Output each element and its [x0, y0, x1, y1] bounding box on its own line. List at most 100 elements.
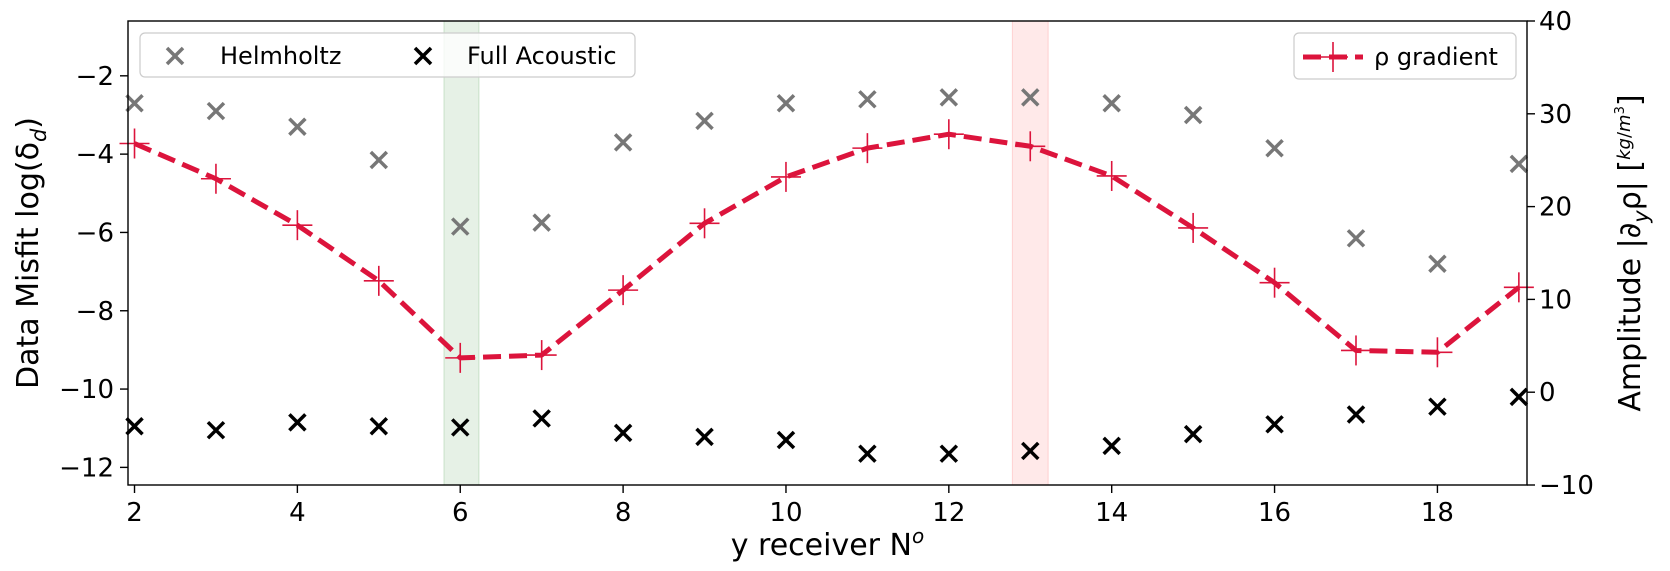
series-2-point-15 — [1340, 335, 1371, 366]
series-0-point-0-stroke-b — [125, 93, 144, 113]
series-1-point-4 — [451, 418, 470, 437]
series-0-point-1 — [206, 101, 226, 121]
x-tick-label-6: 6 — [452, 498, 469, 528]
series-1-point-10-stroke-b — [939, 444, 959, 463]
series-2-point-7 — [689, 208, 720, 239]
series-0-point-14-stroke-b — [1265, 139, 1284, 158]
right-y-tick-label-5: −10 — [1539, 471, 1594, 501]
series-1-point-8-stroke-b — [776, 430, 796, 450]
series-0-point-3-stroke-b — [369, 150, 389, 170]
series-1-point-8 — [776, 430, 796, 450]
series-0-point-2-stroke-b — [288, 117, 307, 136]
x-tick-label-4: 4 — [289, 498, 306, 528]
series-0-point-11-stroke-b — [1021, 88, 1040, 107]
series-1-point-11-stroke-b — [1021, 441, 1040, 461]
series-0-point-2 — [288, 117, 307, 136]
series-0-point-10 — [939, 88, 959, 107]
left-y-tick-label-3: −8 — [76, 297, 114, 327]
series-2-point-13 — [1178, 212, 1209, 243]
series-0-point-15 — [1346, 229, 1366, 248]
series-1-point-0 — [125, 417, 144, 436]
series-0-point-14 — [1265, 139, 1284, 158]
series-0-point-6 — [613, 133, 633, 152]
series-1-point-2 — [288, 413, 307, 432]
left-y-tick-label-5: −12 — [59, 453, 114, 483]
legend-right: ρ gradient — [1293, 32, 1517, 80]
series-1-point-5 — [532, 409, 551, 428]
series-0-point-13-stroke-b — [1183, 105, 1203, 125]
series-1-point-2-stroke-b — [288, 413, 307, 432]
legend-helmholtz-label: Helmholtz — [220, 42, 341, 70]
series-1-point-1-stroke-b — [206, 420, 226, 440]
series-1-point-16-stroke-b — [1428, 397, 1447, 416]
x-tick-label-14: 14 — [1095, 498, 1128, 528]
series-2 — [119, 119, 1534, 373]
series-2-point-10 — [933, 119, 964, 150]
series-0-point-7-stroke-b — [695, 111, 714, 131]
series-2-point-11 — [1015, 131, 1046, 162]
legend-helmholtz-marker-stroke-b — [165, 46, 185, 66]
series-1-point-17-stroke-b — [1509, 387, 1529, 407]
series-1-point-1 — [206, 420, 226, 440]
left-y-tick-label-2: −6 — [76, 218, 114, 248]
legend-full-acoustic-marker-stroke-b — [413, 46, 433, 66]
legend-rho-gradient-label: ρ gradient — [1374, 43, 1498, 71]
series-2-point-4 — [445, 342, 476, 373]
series-0-point-4 — [451, 217, 470, 236]
left-y-tick-label-1: −4 — [76, 140, 114, 170]
series-1-point-3 — [369, 417, 389, 436]
series-2-point-14 — [1259, 267, 1290, 298]
x-axis-label: y receiver No — [731, 524, 924, 563]
series-2-point-17 — [1503, 272, 1534, 303]
x-tick-label-12: 12 — [932, 498, 965, 528]
right-y-tick-label-4: 0 — [1539, 378, 1556, 408]
series-2-point-16 — [1422, 337, 1453, 368]
series-0-point-1-stroke-b — [206, 101, 226, 121]
x-tick-label-2: 2 — [126, 498, 143, 528]
x-axis-label-superscript: o — [912, 524, 924, 548]
series-0-point-9 — [858, 90, 877, 109]
series-2-point-5 — [526, 340, 557, 371]
right-y-axis-label-unit-den-sup: 3 — [1613, 106, 1628, 114]
legend-helmholtz-marker — [165, 46, 185, 66]
series-layer — [119, 88, 1534, 463]
x-axis-ticks: 2 4 6 8 10 12 14 16 18 — [126, 485, 1454, 528]
series-1-point-4-stroke-b — [451, 418, 470, 437]
series-1-point-7 — [695, 427, 714, 447]
series-1-point-10 — [939, 444, 959, 463]
x-tick-label-16: 16 — [1258, 498, 1291, 528]
series-2-point-6 — [608, 275, 639, 306]
series-1-point-17 — [1509, 387, 1529, 407]
series-0-point-17-stroke-b — [1509, 154, 1529, 174]
series-1-point-13-stroke-b — [1183, 424, 1203, 444]
series-0-point-4-stroke-b — [451, 217, 470, 236]
left-y-tick-label-4: −10 — [59, 375, 114, 405]
highlight-band-1 — [1011, 20, 1049, 486]
series-1-point-16 — [1428, 397, 1447, 416]
series-1 — [125, 387, 1529, 463]
right-y-axis-ticks: 40 30 20 10 0 −10 — [1527, 7, 1594, 501]
left-y-axis-label-text: Data Misfit log(δ — [11, 142, 46, 389]
series-0-point-9-stroke-b — [858, 90, 877, 109]
series-1-point-15 — [1346, 405, 1366, 424]
plot-frame — [127, 20, 1528, 486]
right-y-tick-label-0: 40 — [1539, 7, 1572, 37]
left-y-axis-label-close: ) — [11, 117, 46, 129]
series-0-point-11 — [1021, 88, 1040, 107]
x-tick-label-10: 10 — [769, 498, 802, 528]
series-1-point-5-stroke-b — [532, 409, 551, 428]
series-1-point-0-stroke-b — [125, 417, 144, 436]
x-tick-label-18: 18 — [1421, 498, 1454, 528]
series-0-point-16-stroke-b — [1428, 254, 1447, 274]
right-y-tick-label-2: 20 — [1539, 193, 1572, 223]
series-2-point-2 — [282, 210, 313, 241]
right-y-axis-label-close: ] — [1613, 94, 1648, 106]
series-0-point-0 — [125, 93, 144, 113]
legend-right-box — [1293, 32, 1517, 80]
series-2-line — [133, 131, 1521, 361]
highlight-band-0 — [443, 20, 480, 486]
series-0 — [125, 88, 1529, 274]
series-0-point-8 — [776, 93, 796, 113]
series-1-point-6-stroke-b — [613, 423, 633, 443]
